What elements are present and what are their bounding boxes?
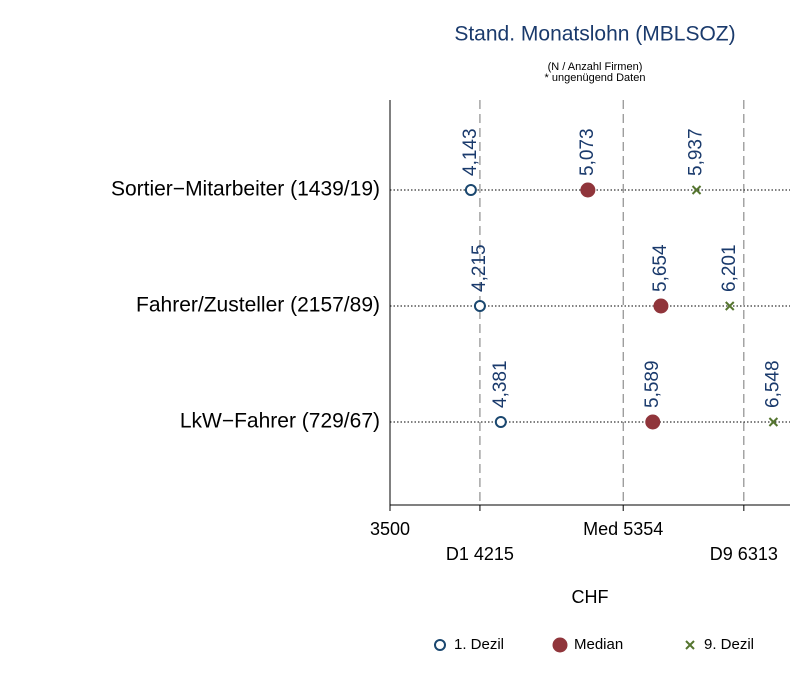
value-label: 4,215 xyxy=(469,244,490,292)
subtitle: (N / Anzahl Firmen) xyxy=(548,61,643,73)
y-tick-label: Fahrer/Zusteller (2157/89) xyxy=(136,294,380,317)
marker xyxy=(653,298,669,314)
marker-x xyxy=(768,417,779,427)
y-tick-label: Sortier−Mitarbeiter (1439/19) xyxy=(111,178,380,201)
legend-label: 9. Dezil xyxy=(704,636,754,653)
value-label: 5,937 xyxy=(686,128,707,176)
marker xyxy=(434,639,446,651)
x-tick-label: D9 6313 xyxy=(710,544,778,564)
marker xyxy=(552,637,568,653)
x-tick-label: Med 5354 xyxy=(583,519,663,539)
x-tick-label: 3500 xyxy=(370,519,410,539)
marker-x xyxy=(725,301,735,311)
marker xyxy=(494,416,507,428)
marker xyxy=(464,184,477,196)
marker xyxy=(768,417,779,427)
value-label: 6,201 xyxy=(719,244,740,292)
value-label: 6,548 xyxy=(762,360,783,408)
marker-x xyxy=(685,640,695,650)
marker-x xyxy=(691,185,702,195)
subtitle: * ungenügend Daten xyxy=(545,72,646,84)
value-label: 5,589 xyxy=(642,360,663,408)
legend-label: 1. Dezil xyxy=(454,636,504,653)
marker xyxy=(691,185,702,195)
value-label: 5,073 xyxy=(577,128,598,176)
marker xyxy=(685,640,695,650)
marker xyxy=(725,301,735,311)
value-label: 4,381 xyxy=(490,360,511,408)
value-label: 5,654 xyxy=(650,244,671,292)
chart-title: Stand. Monatslohn (MBLSOZ) xyxy=(454,23,735,46)
marker xyxy=(473,300,486,312)
value-label: 4,143 xyxy=(460,128,481,176)
y-tick-label: LkW−Fahrer (729/67) xyxy=(180,410,380,433)
x-tick-label: D1 4215 xyxy=(446,544,514,564)
marker xyxy=(580,182,596,198)
x-axis-label: CHF xyxy=(572,587,609,607)
legend-label: Median xyxy=(574,636,623,653)
marker xyxy=(645,414,661,430)
